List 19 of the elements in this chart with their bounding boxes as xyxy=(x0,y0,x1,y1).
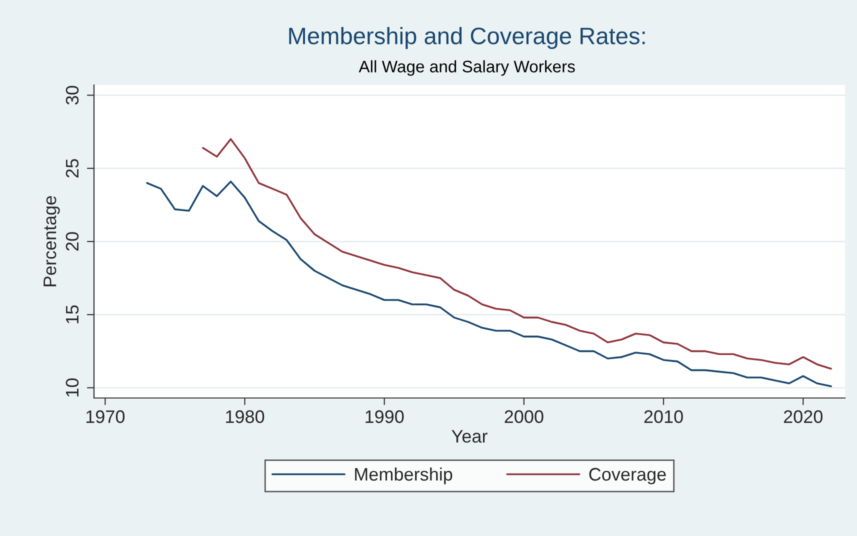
y-tick-label: 15 xyxy=(66,305,79,324)
legend-label: Membership xyxy=(355,467,452,484)
y-tick-label: 10 xyxy=(66,378,79,396)
x-tick-label: 1990 xyxy=(366,410,404,424)
y-tick-label: 25 xyxy=(66,159,79,178)
x-tick-label: 2010 xyxy=(644,410,683,424)
line-series xyxy=(146,180,832,388)
x-tick-label: 1970 xyxy=(86,410,125,424)
y-tick-label: 20 xyxy=(66,232,79,251)
chart-subtitle: All Wage and Salary Workers xyxy=(358,60,575,76)
x-tick-label: 2020 xyxy=(784,410,822,424)
line-series xyxy=(202,138,832,370)
legend-label: Coverage xyxy=(589,468,666,484)
x-tick-label: 2000 xyxy=(504,410,544,424)
x-axis-title: Year xyxy=(452,430,488,443)
y-axis-title: Percentage xyxy=(44,196,60,286)
x-tick-label: 1980 xyxy=(226,410,264,424)
chart-title: Membership and Coverage Rates: xyxy=(289,26,645,50)
y-tick-label: 30 xyxy=(66,86,79,105)
